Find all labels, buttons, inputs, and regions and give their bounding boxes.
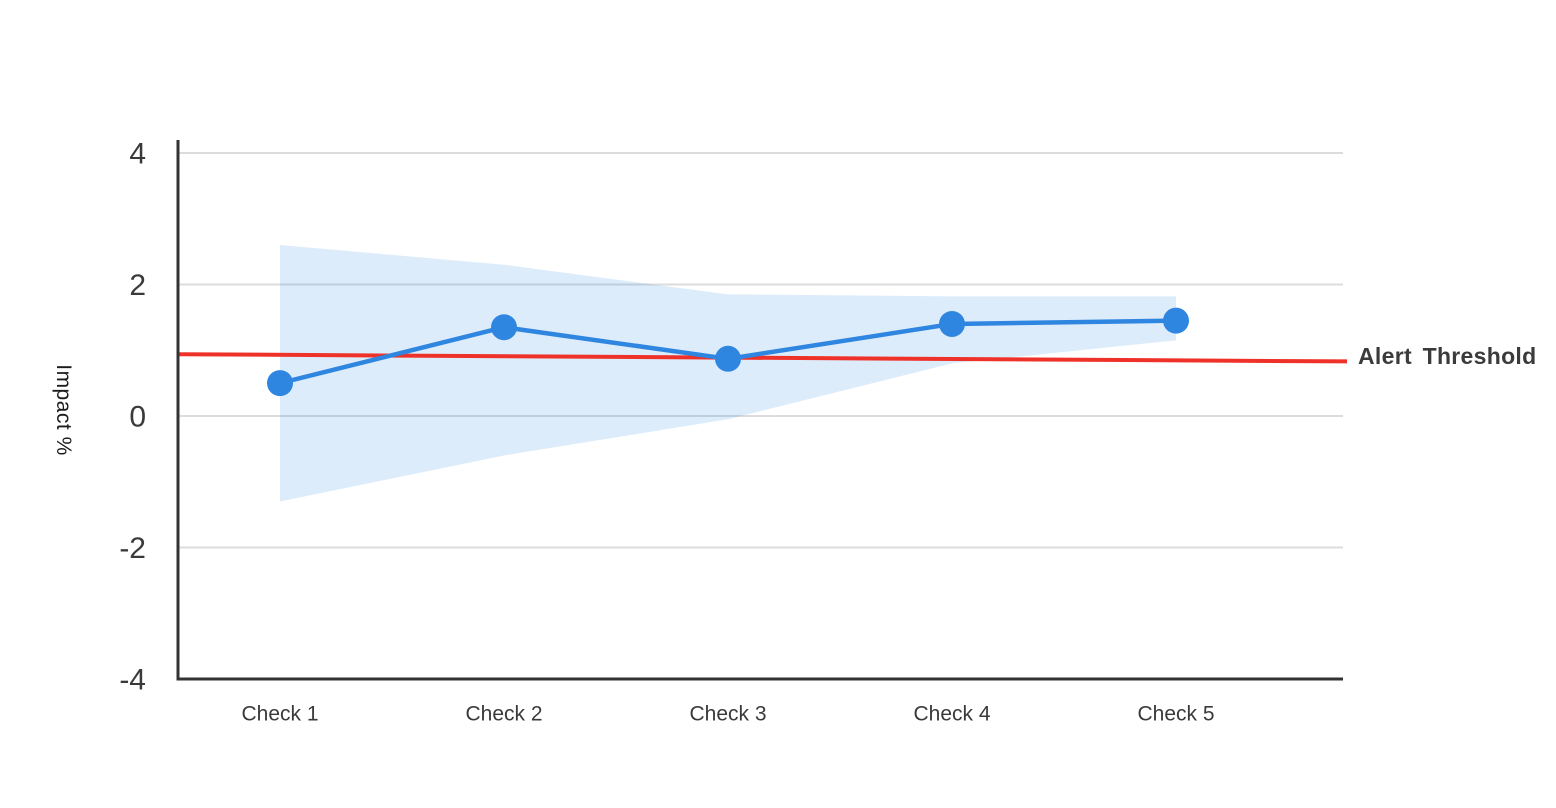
data-point <box>939 310 965 337</box>
data-point <box>715 345 741 372</box>
confidence-band <box>280 245 1176 502</box>
threshold-line <box>177 352 1348 364</box>
x-tick-label: Check 1 <box>241 702 318 725</box>
x-tick-label: Check 2 <box>465 702 542 725</box>
x-tick-label: Check 4 <box>913 702 990 725</box>
data-point <box>1163 307 1189 334</box>
x-tick-label: Check 5 <box>1137 702 1214 725</box>
y-axis-label: Impact % <box>52 364 75 456</box>
x-tick-label: Check 3 <box>689 702 766 725</box>
y-tick-label: 2 <box>129 269 146 302</box>
y-tick-label: 4 <box>129 138 146 171</box>
data-point <box>491 314 517 341</box>
threshold-line-label: Alert Threshold <box>1358 342 1537 369</box>
y-tick-label: 0 <box>129 401 146 434</box>
y-tick-label: -2 <box>119 532 146 565</box>
y-tick-label: -4 <box>119 664 146 697</box>
data-point <box>267 370 293 397</box>
